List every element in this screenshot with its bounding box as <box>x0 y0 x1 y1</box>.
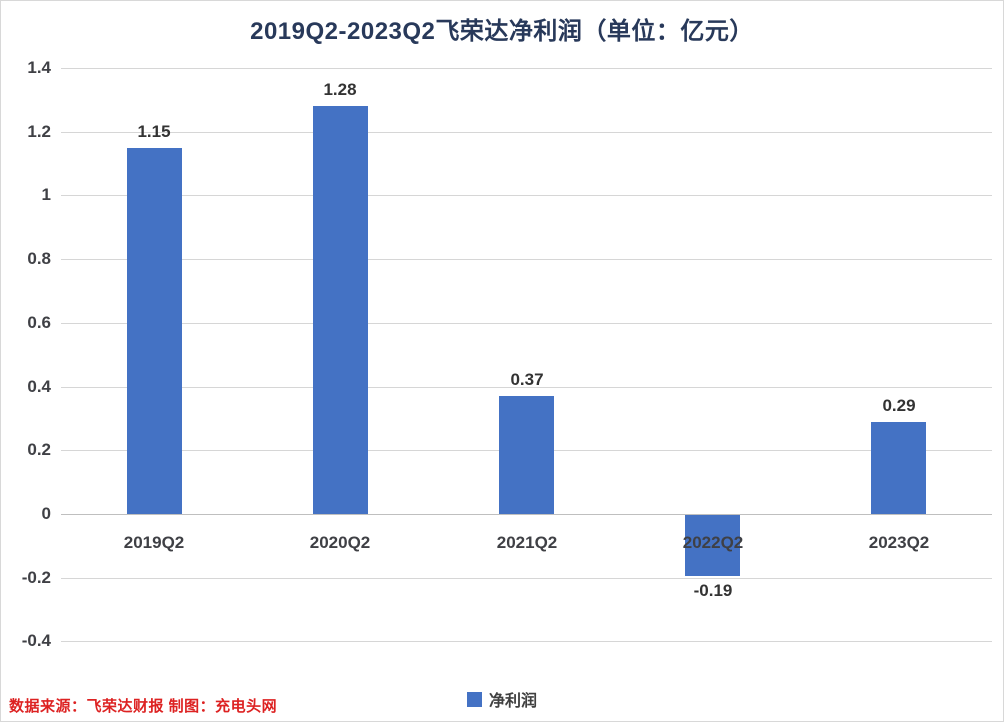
x-axis-category-label: 2021Q2 <box>496 533 558 552</box>
gridline <box>61 323 992 324</box>
source-note: 数据来源：飞荣达财报 制图：充电头网 <box>9 698 278 715</box>
y-axis-tick-label: 0.6 <box>27 313 51 332</box>
y-axis-tick-label: 1.4 <box>27 58 51 77</box>
bar <box>127 148 182 514</box>
bar-value-label: 1.28 <box>323 80 357 99</box>
bar <box>313 106 368 514</box>
chart-title: 2019Q2-2023Q2飞荣达净利润（单位：亿元） <box>250 18 754 45</box>
bar <box>499 396 554 514</box>
zero-gridline <box>61 514 992 515</box>
x-axis-category-label: 2022Q2 <box>682 533 744 552</box>
bar <box>685 515 740 576</box>
gridline <box>61 387 992 388</box>
gridline <box>61 259 992 260</box>
gridline <box>61 578 992 579</box>
y-axis-tick-label: 1 <box>41 185 51 204</box>
y-axis-tick-label: 0.2 <box>27 440 51 459</box>
y-axis-tick-label: 1.2 <box>27 122 51 141</box>
gridline <box>61 132 992 133</box>
bar-value-label: 0.37 <box>510 370 544 389</box>
y-axis-tick-label: 0.8 <box>27 249 51 268</box>
bar-value-label: 0.29 <box>882 396 916 415</box>
x-axis-category-label: 2023Q2 <box>868 533 930 552</box>
bar-value-label: 1.15 <box>137 122 171 141</box>
legend-label: 净利润 <box>488 693 537 710</box>
x-axis-category-label: 2020Q2 <box>309 533 371 552</box>
legend-swatch-icon <box>466 691 482 707</box>
legend: 净利润 <box>1 687 1003 711</box>
gridline <box>61 641 992 642</box>
x-axis-category-label: 2019Q2 <box>123 533 185 552</box>
gridline <box>61 195 992 196</box>
gridline <box>61 68 992 69</box>
bar-value-label: -0.19 <box>693 581 733 600</box>
y-axis-tick-label: -0.4 <box>21 631 51 650</box>
y-axis-tick-label: -0.2 <box>21 568 51 587</box>
y-axis-tick-label: 0.4 <box>27 377 51 396</box>
y-axis-tick-label: 0 <box>41 504 51 523</box>
bar <box>871 422 926 514</box>
